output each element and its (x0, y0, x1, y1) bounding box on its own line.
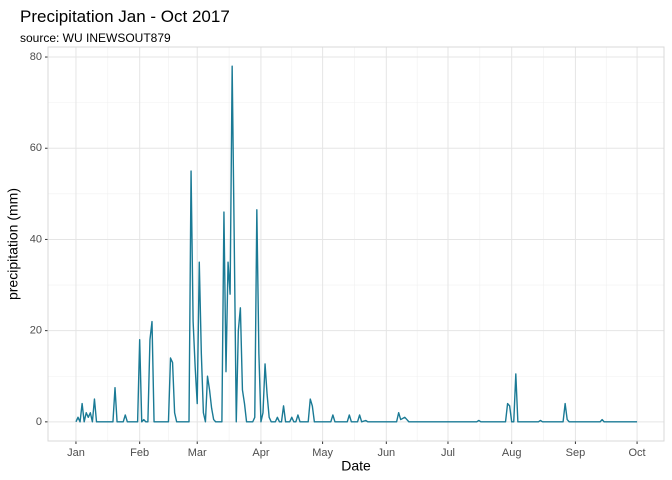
y-tick-label: 80 (30, 51, 42, 63)
x-tick-label: Mar (188, 447, 207, 459)
x-tick-label: Oct (629, 447, 646, 459)
y-tick-label: 40 (30, 233, 42, 245)
x-axis-title: Date (341, 458, 371, 474)
y-tick-label: 60 (30, 142, 42, 154)
x-tick-label: Aug (502, 447, 522, 459)
x-tick-label: Jun (377, 447, 395, 459)
x-tick-label: Apr (252, 447, 269, 459)
y-axis-title: precipitation (mm) (5, 188, 21, 300)
x-tick-label: Jul (441, 447, 455, 459)
x-tick-label: Sep (566, 447, 586, 459)
x-tick-label: Jan (67, 447, 85, 459)
x-tick-label: Feb (130, 447, 149, 459)
y-tick-label: 20 (30, 325, 42, 337)
chart-title: Precipitation Jan - Oct 2017 (20, 7, 230, 26)
y-tick-label: 0 (36, 416, 42, 428)
line (75, 65, 638, 423)
chart-subtitle: source: WU INEWSOUT879 (20, 31, 171, 45)
panel-border (47, 46, 665, 442)
x-tick-label: May (312, 447, 333, 459)
